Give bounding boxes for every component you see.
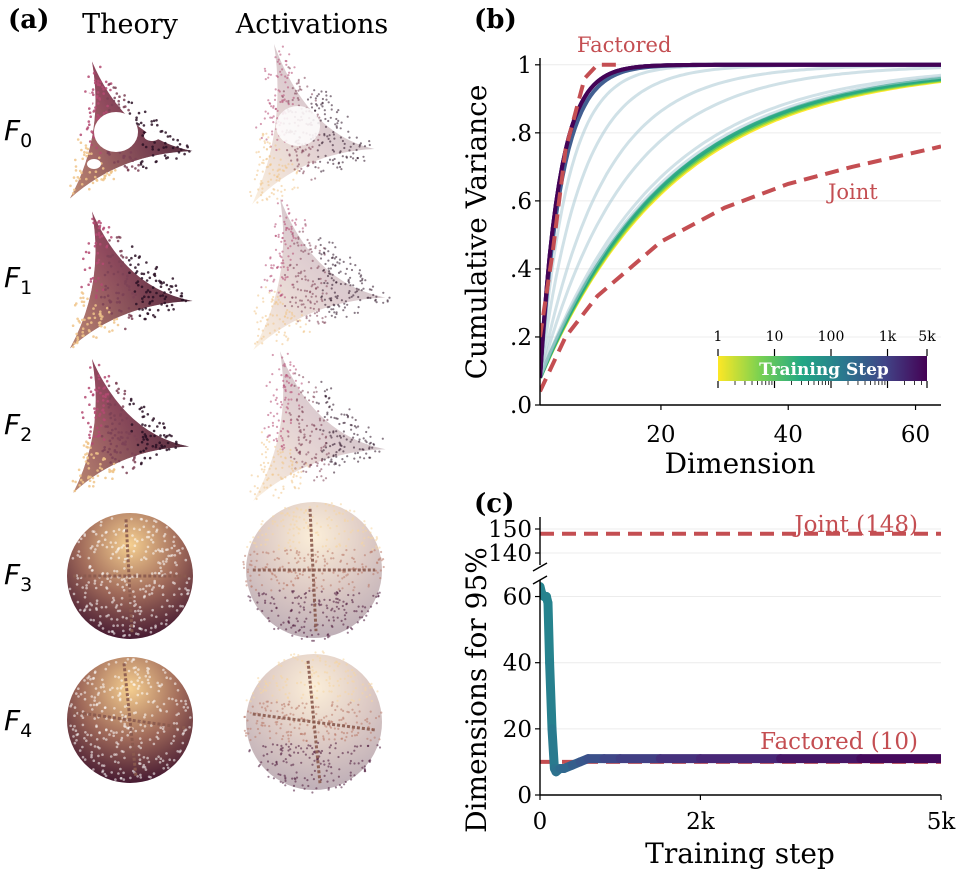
panel-a-label: (a) bbox=[8, 5, 49, 35]
b-xlabel: Dimension bbox=[665, 447, 816, 480]
b-xtick-label: 40 bbox=[774, 422, 803, 448]
activation-shape-f0 bbox=[249, 44, 375, 205]
b-ytick-label: .2 bbox=[510, 325, 532, 351]
activation-shape-f3 bbox=[242, 502, 385, 642]
c-xtick-label: 0 bbox=[533, 809, 548, 835]
colorbar-tick-label: 5k bbox=[918, 329, 936, 345]
theory-shape-f4 bbox=[67, 657, 193, 783]
axis-break-mark bbox=[532, 575, 548, 585]
c-xlabel: Training step bbox=[645, 837, 835, 870]
training-curve-step-50 bbox=[540, 75, 941, 379]
training-curve-step-80 bbox=[540, 73, 941, 379]
row-label-f4: F4 bbox=[4, 704, 32, 742]
training-curve-step-30 bbox=[540, 76, 941, 379]
col-title-theory: Theory bbox=[82, 9, 179, 40]
b-ytick-label: .6 bbox=[510, 189, 532, 215]
panel-a: (a) Theory Activations F0 F1 F2 F3 F4 bbox=[4, 5, 391, 794]
c-ytick-label: 140 bbox=[488, 541, 532, 567]
row-label-f0: F0 bbox=[4, 114, 32, 152]
theory-shape-f3 bbox=[67, 513, 193, 639]
b-xtick-label: 60 bbox=[901, 422, 930, 448]
row-label-f3: F3 bbox=[4, 558, 32, 596]
colorbar-tick-label: 1k bbox=[879, 329, 897, 345]
b-ytick-label: .4 bbox=[510, 257, 532, 283]
b-ylabel: Cumulative Variance bbox=[460, 85, 493, 380]
b-ytick-label: .0 bbox=[510, 393, 532, 419]
training-curve-step-5000 bbox=[540, 62, 941, 378]
c-ytick-label: 60 bbox=[503, 585, 532, 611]
c-xtick-label: 5k bbox=[927, 809, 957, 835]
row-label-f1: F1 bbox=[4, 261, 32, 299]
panel-b: (b) .0 .2 .4 .6 .8 1 20 40 60 Factored Joint Dim… bbox=[460, 5, 941, 480]
activation-shape-f4 bbox=[243, 650, 383, 794]
activation-shape-f1 bbox=[253, 198, 391, 351]
c-ytick-label: 150 bbox=[488, 517, 532, 543]
series-segment bbox=[543, 598, 555, 668]
b-xtick-label: 20 bbox=[646, 422, 675, 448]
c-ylabel: Dimensions for 95% bbox=[460, 547, 493, 833]
b-ytick-label: 1 bbox=[517, 53, 532, 79]
c-ytick-label: 0 bbox=[517, 783, 532, 809]
colorbar-tick-label: 1 bbox=[714, 329, 723, 345]
training-curve-step-100 bbox=[540, 66, 941, 379]
series-segment bbox=[547, 724, 559, 773]
ref-label-factored: Factored (10) bbox=[760, 729, 918, 755]
panel-c-label: (c) bbox=[474, 489, 514, 519]
colorbar: 1 10 100 1k 5k Training Step bbox=[714, 329, 936, 388]
colorbar-label: Training Step bbox=[759, 360, 889, 380]
b-ytick-label: .8 bbox=[510, 121, 532, 147]
theory-shape-f0 bbox=[69, 61, 193, 199]
c-xtick-label: 2k bbox=[686, 809, 716, 835]
c-ytick-label: 40 bbox=[503, 651, 532, 677]
ref-label-joint: Joint (148) bbox=[792, 512, 918, 538]
axis-break-mark bbox=[532, 562, 548, 572]
colorbar-tick-label: 100 bbox=[818, 329, 845, 345]
theory-shape-f2 bbox=[71, 359, 189, 493]
annotation-factored: Factored bbox=[577, 33, 671, 57]
ref-line-joint bbox=[540, 144, 941, 393]
colorbar-bar bbox=[718, 356, 927, 381]
activation-shape-f2 bbox=[249, 351, 386, 501]
annotation-joint: Joint bbox=[826, 180, 878, 204]
c-ytick-label: 20 bbox=[503, 717, 532, 743]
panel-b-label: (b) bbox=[474, 5, 517, 35]
colorbar-tick-label: 10 bbox=[766, 329, 784, 345]
ref-line-factored bbox=[540, 62, 623, 338]
series-segment bbox=[545, 658, 557, 734]
row-label-f2: F2 bbox=[4, 408, 32, 446]
col-title-activations: Activations bbox=[235, 9, 388, 40]
theory-shape-f1 bbox=[70, 211, 193, 349]
